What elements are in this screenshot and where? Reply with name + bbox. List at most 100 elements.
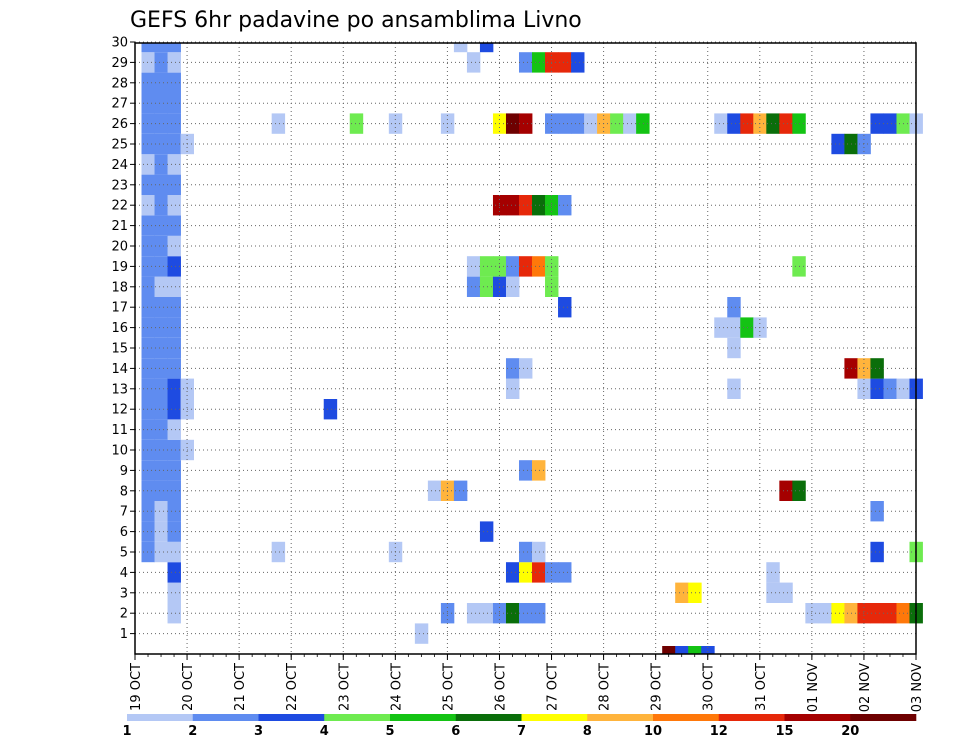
heatmap-cell — [505, 256, 520, 277]
x-tick-label: 02 NOV — [858, 663, 873, 712]
heatmap-cell — [167, 582, 181, 603]
legend-label: 5 — [385, 724, 394, 739]
heatmap-cell — [154, 174, 168, 195]
heatmap-cell — [167, 195, 181, 216]
heatmap-cell — [167, 113, 181, 134]
legend-swatch — [324, 714, 391, 721]
heatmap-cell — [701, 646, 715, 654]
legend-swatch — [455, 714, 522, 721]
heatmap-cell — [870, 501, 884, 522]
x-tick-label: 28 OCT — [598, 663, 613, 711]
heatmap-cell — [167, 297, 181, 318]
heatmap-cell — [518, 541, 533, 563]
heatmap-cell — [141, 256, 155, 277]
x-tick-label: 23 OCT — [337, 663, 352, 711]
heatmap-cell — [167, 256, 181, 277]
heatmap-cell — [479, 603, 494, 624]
heatmap-cell — [883, 378, 897, 399]
heatmap-cell — [740, 113, 754, 134]
heatmap-cell — [662, 646, 676, 654]
y-tick-label: 15 — [111, 342, 128, 357]
heatmap-cell — [141, 133, 155, 155]
heatmap-cell — [740, 317, 754, 338]
y-tick-label: 3 — [120, 586, 128, 601]
heatmap-cell — [727, 317, 741, 338]
heatmap-cell — [167, 52, 181, 73]
y-tick-label: 7 — [120, 505, 128, 520]
heatmap-cell — [141, 113, 155, 134]
heatmap-cell — [857, 603, 871, 624]
heatmap-cell — [518, 52, 533, 73]
heatmap-cell — [167, 378, 181, 399]
y-tick-label: 1 — [120, 627, 128, 642]
legend-swatch — [653, 714, 720, 721]
heatmap-cell — [727, 113, 741, 134]
legend-swatch — [587, 714, 654, 721]
heatmap-cell — [141, 419, 155, 440]
heatmap-cell — [141, 480, 155, 501]
heatmap-cell — [532, 541, 546, 563]
legend-label: 2 — [188, 724, 197, 739]
chart-title: GEFS 6hr padavine po ansamblima Livno — [130, 8, 582, 33]
heatmap-cell — [167, 93, 181, 114]
heatmap-cell — [532, 562, 546, 583]
heatmap-cell — [141, 93, 155, 114]
heatmap-cell — [857, 378, 871, 399]
heatmap-cell — [532, 256, 546, 277]
heatmap-cell — [479, 256, 494, 277]
heatmap-cell — [141, 72, 155, 93]
heatmap-cell — [141, 195, 155, 216]
heatmap-cell — [831, 133, 845, 155]
y-tick-label: 16 — [111, 321, 128, 336]
heatmap-cell — [154, 480, 168, 501]
heatmap-cell — [167, 521, 181, 542]
heatmap-cell — [141, 276, 155, 297]
heatmap-cell — [558, 52, 572, 73]
x-tick-label: 26 OCT — [493, 663, 508, 711]
x-tick-label: 30 OCT — [702, 663, 717, 711]
heatmap-cell — [167, 480, 181, 501]
heatmap-cell — [831, 603, 845, 624]
x-tick-label: 29 OCT — [650, 663, 665, 711]
legend-swatch — [784, 714, 851, 721]
legend-swatch — [718, 714, 785, 721]
heatmap-cell — [141, 43, 155, 53]
heatmap-cell — [167, 276, 181, 297]
y-tick-label: 19 — [111, 260, 128, 275]
heatmap-cell — [141, 439, 155, 461]
heatmap-cell — [141, 317, 155, 338]
heatmap-cell — [870, 113, 884, 134]
heatmap-cell — [167, 133, 181, 155]
heatmap-cell — [675, 646, 689, 654]
heatmap-cell — [154, 521, 168, 542]
y-tick-label: 20 — [111, 240, 128, 255]
heatmap-cell — [167, 541, 181, 563]
y-tick-label: 29 — [111, 56, 128, 71]
heatmap-cell — [141, 501, 155, 522]
heatmap-cell — [141, 215, 155, 236]
heatmap-cell — [805, 603, 819, 624]
heatmap-cell — [167, 235, 181, 257]
y-tick-label: 4 — [120, 566, 128, 581]
y-tick-label: 12 — [111, 403, 128, 418]
legend-swatch — [390, 714, 457, 721]
heatmap-cell — [141, 521, 155, 542]
heatmap-cell — [427, 480, 442, 501]
heatmap-cell — [167, 358, 181, 379]
heatmap-cell — [271, 541, 286, 563]
heatmap-cell — [141, 297, 155, 318]
heatmap-cell — [141, 399, 155, 420]
heatmap-cell — [167, 174, 181, 195]
legend-swatch — [258, 714, 325, 721]
heatmap-cell — [714, 317, 728, 338]
heatmap-cell — [167, 399, 181, 420]
heatmap-cell — [154, 276, 168, 297]
heatmap-cell — [870, 603, 884, 624]
heatmap-cell — [505, 113, 520, 134]
heatmap-cell — [453, 480, 468, 501]
heatmap-cell — [141, 174, 155, 195]
heatmap-cell — [466, 603, 481, 624]
heatmap-cell — [154, 52, 168, 73]
heatmap-cell — [727, 297, 741, 318]
